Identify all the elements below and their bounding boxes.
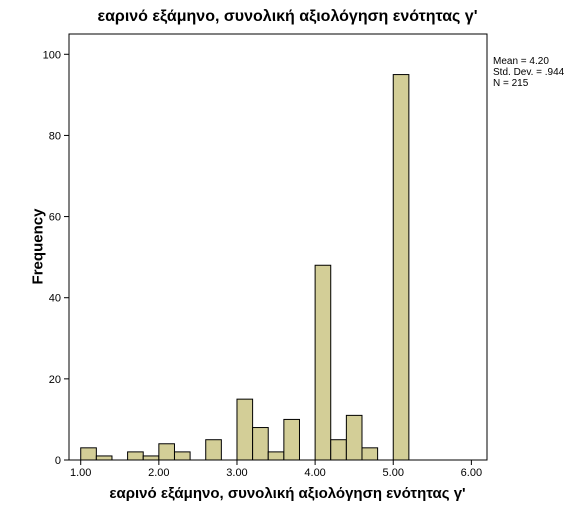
y-tick-label: 60 xyxy=(49,212,61,224)
histogram-bar xyxy=(345,414,363,461)
stats-box: Mean = 4.20 Std. Dev. = .944 N = 215 xyxy=(493,56,564,89)
stats-mean: Mean = 4.20 xyxy=(493,56,549,67)
histogram-bar xyxy=(314,264,332,461)
histogram-bar xyxy=(252,427,269,461)
histogram-bar xyxy=(361,447,379,461)
histogram-bar xyxy=(173,451,191,461)
histogram-bar xyxy=(205,439,222,461)
y-tick-label: 40 xyxy=(49,293,61,305)
stats-n: N = 215 xyxy=(493,78,529,89)
histogram-bar xyxy=(158,443,175,461)
chart-title: εαρινό εξάμηνο, συνολική αξιολόγηση ενότ… xyxy=(97,8,478,25)
histogram-bar xyxy=(267,451,285,461)
histogram-bar xyxy=(127,451,144,461)
x-tick-label: 4.00 xyxy=(304,467,325,479)
y-tick-label: 80 xyxy=(49,130,61,142)
x-tick-label: 1.00 xyxy=(70,467,91,479)
plot-frame xyxy=(68,33,488,461)
histogram-bar xyxy=(80,447,97,461)
y-tick-label: 100 xyxy=(43,49,61,61)
x-tick-label: 3.00 xyxy=(226,467,247,479)
x-tick-label: 2.00 xyxy=(148,467,169,479)
histogram-bar xyxy=(392,74,410,461)
histogram-bar xyxy=(142,455,160,461)
y-tick-label: 20 xyxy=(49,374,61,386)
x-tick-label: 6.00 xyxy=(461,467,482,479)
histogram-bar xyxy=(330,439,347,461)
histogram-bar xyxy=(283,418,300,461)
histogram-bar xyxy=(236,398,254,461)
x-axis-label: εαρινό εξάμηνο, συνολική αξιολόγηση ενότ… xyxy=(109,485,466,502)
stats-std-dev: Std. Dev. = .944 xyxy=(493,67,565,78)
histogram-bar xyxy=(95,455,113,461)
x-tick-label: 5.00 xyxy=(383,467,404,479)
y-tick-label: 0 xyxy=(55,455,61,467)
